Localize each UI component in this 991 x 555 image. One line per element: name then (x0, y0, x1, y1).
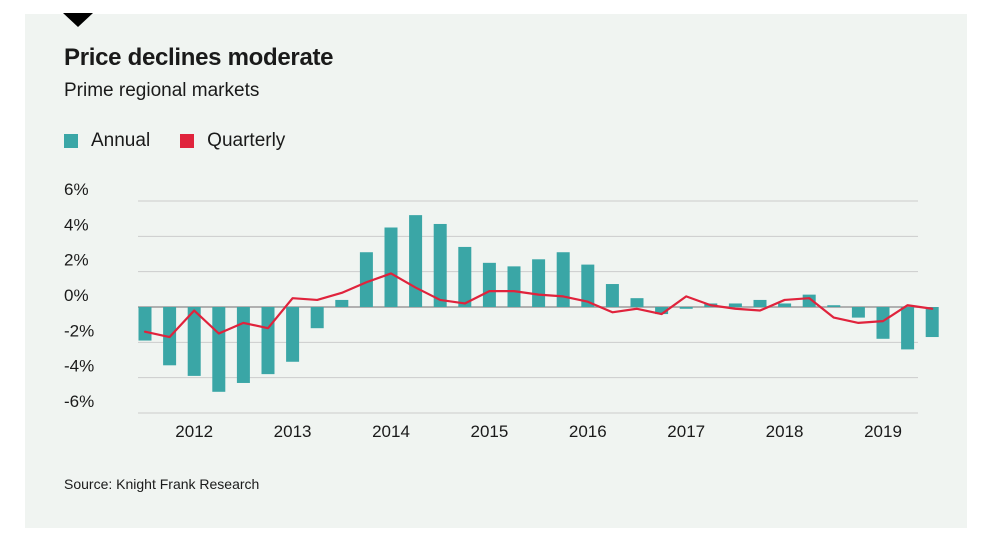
annual-bar (925, 307, 939, 338)
legend: Annual Quarterly (64, 130, 315, 152)
annual-bar (482, 262, 496, 307)
legend-swatch-quarterly (180, 134, 195, 148)
annual-bar (655, 307, 669, 315)
legend-label-quarterly: Quarterly (207, 130, 286, 151)
chart-card: Price declines moderate Prime regional m… (25, 13, 967, 528)
x-tick-label: 2017 (667, 422, 705, 441)
y-tick-label: -6% (64, 392, 94, 411)
x-tick-label: 2012 (175, 422, 213, 441)
source-note: Source: Knight Frank Research (64, 476, 260, 492)
annual-bar (384, 227, 398, 307)
annual-bar (433, 223, 447, 307)
annual-bar (581, 264, 595, 307)
y-tick-label: 6% (64, 180, 89, 199)
annual-bar (827, 305, 841, 307)
annual-bar (458, 246, 472, 307)
annual-bar (876, 307, 890, 339)
annual-bar (261, 307, 275, 375)
legend-swatch-annual (64, 134, 78, 148)
annual-bar (630, 298, 644, 307)
annual-bar (409, 215, 423, 307)
x-tick-label: 2018 (766, 422, 804, 441)
annual-bar (236, 307, 250, 383)
annual-bar (778, 303, 792, 307)
annual-bar (532, 259, 546, 307)
y-tick-label: 2% (64, 251, 89, 270)
annual-bar (605, 284, 619, 307)
annual-bar (310, 307, 324, 329)
annual-bar (753, 299, 767, 307)
annual-bar (212, 307, 226, 392)
annual-bar (335, 299, 349, 307)
x-tick-label: 2019 (864, 422, 902, 441)
x-tick-label: 2014 (372, 422, 410, 441)
legend-item-quarterly: Quarterly (180, 130, 285, 152)
chart-title: Price declines moderate (64, 44, 334, 71)
annual-bar (286, 307, 300, 362)
y-tick-label: -2% (64, 321, 94, 340)
annual-bar (851, 307, 865, 318)
annual-bar (507, 266, 521, 307)
x-tick-label: 2016 (569, 422, 607, 441)
annual-bar (556, 252, 570, 307)
annual-bar (728, 303, 742, 307)
annual-bar (679, 307, 693, 309)
y-tick-label: 4% (64, 215, 89, 234)
chart-subtitle: Prime regional markets (64, 80, 260, 101)
legend-label-annual: Annual (91, 130, 151, 151)
x-tick-label: 2013 (274, 422, 312, 441)
annual-bar (901, 307, 915, 350)
annual-bar (187, 307, 201, 376)
y-tick-label: -4% (64, 357, 94, 376)
y-tick-label: 0% (64, 286, 89, 305)
quarterly-line (143, 272, 934, 339)
corner-marker-icon (63, 13, 93, 27)
legend-item-annual: Annual (64, 130, 150, 152)
annual-bar (138, 307, 152, 341)
x-tick-label: 2015 (470, 422, 508, 441)
annual-bar (359, 252, 373, 307)
chart-plot: 6% 4% 2% 0% -2% -4% -6% 2012 2013 2014 2015 2016 201… (64, 180, 939, 441)
